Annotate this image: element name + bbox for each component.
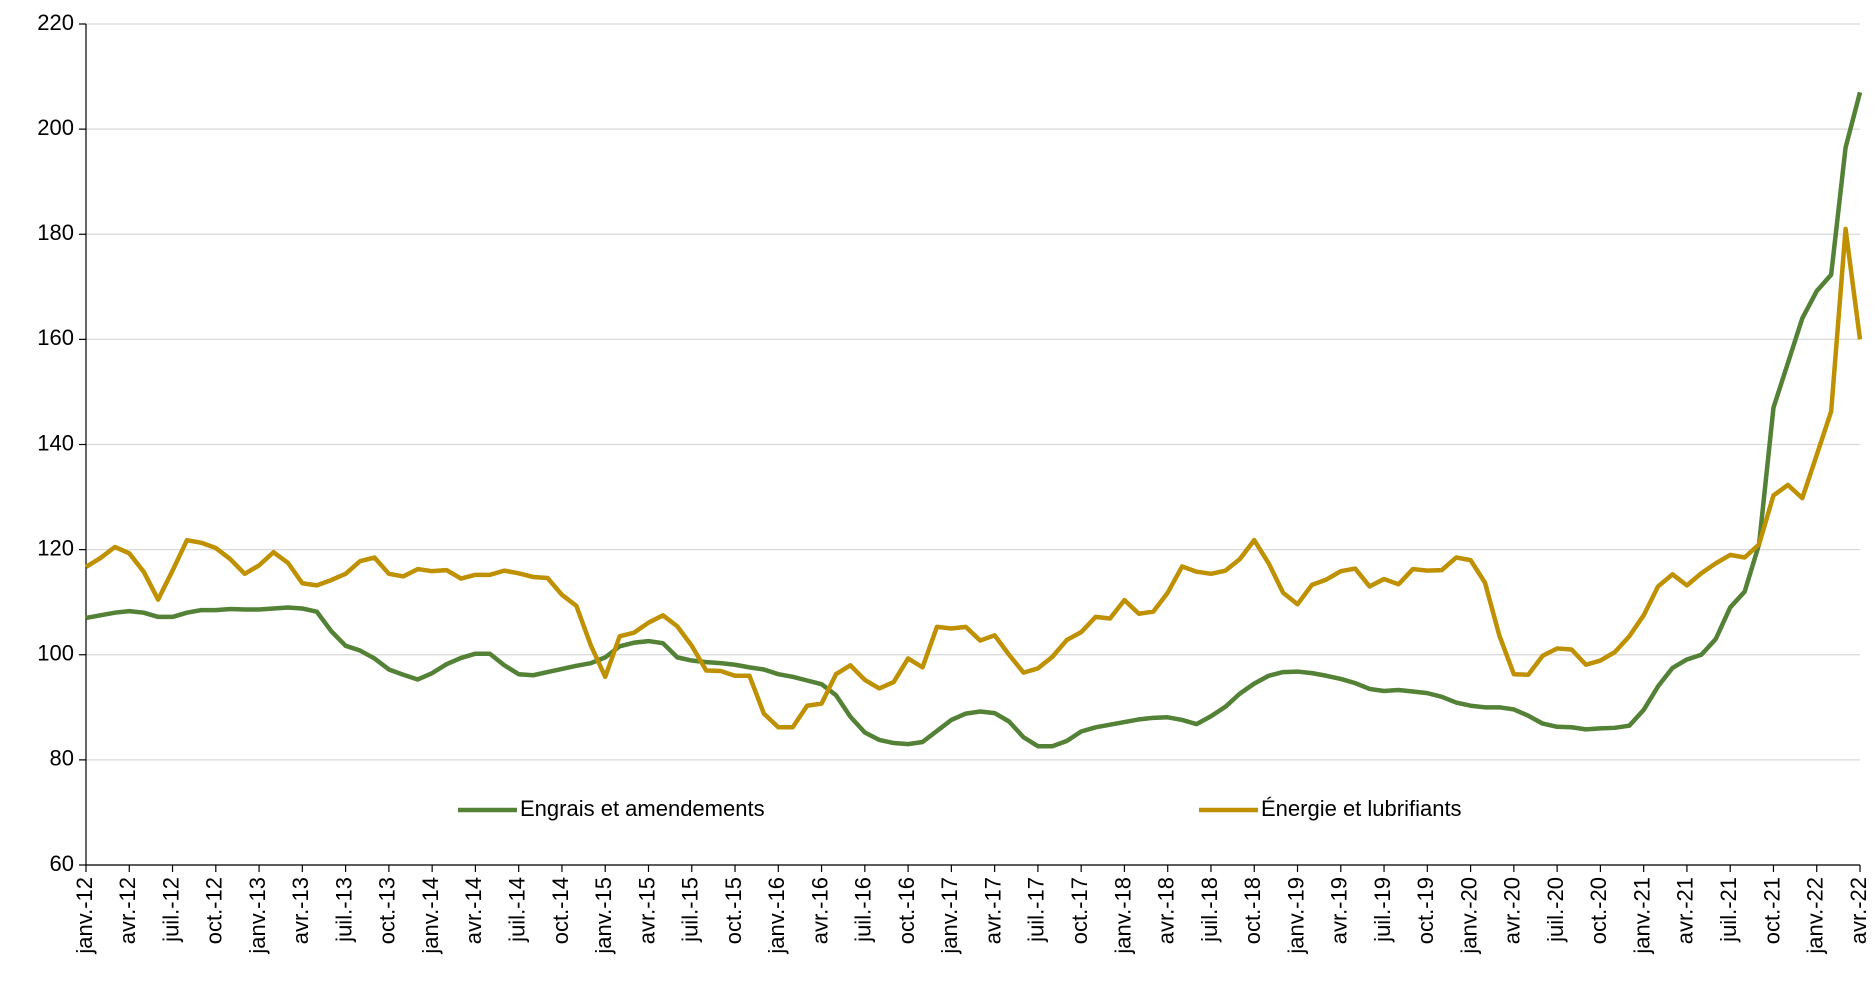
x-tick-label: oct.-17: [1067, 877, 1092, 944]
legend-label: Engrais et amendements: [520, 796, 765, 821]
y-tick-label: 220: [37, 10, 74, 35]
y-tick-label: 120: [37, 535, 74, 560]
x-tick-label: oct.-18: [1240, 877, 1265, 944]
x-tick-label: oct.-15: [721, 877, 746, 944]
x-tick-label: juil.-19: [1370, 877, 1395, 943]
series-line: [84, 226, 1863, 730]
x-tick-label: oct.-13: [375, 877, 400, 944]
x-tick-label: juil.-14: [504, 877, 529, 943]
x-tick-label: oct.-12: [202, 877, 227, 944]
x-tick-label: janv.-15: [591, 877, 616, 955]
y-tick-label: 140: [37, 430, 74, 455]
x-tick-label: juil.-17: [1024, 877, 1049, 943]
x-tick-label: oct.-20: [1586, 877, 1611, 944]
y-tick-label: 180: [37, 220, 74, 245]
x-tick-label: oct.-14: [548, 877, 573, 944]
x-tick-label: janv.-20: [1456, 877, 1481, 955]
x-tick-label: janv.-21: [1629, 877, 1654, 955]
legend-label: Énergie et lubrifiants: [1261, 796, 1462, 821]
x-tick-label: juil.-18: [1197, 877, 1222, 943]
series-line: [85, 91, 1863, 749]
y-tick-label: 80: [50, 746, 74, 771]
y-tick-label: 100: [37, 641, 74, 666]
x-tick-label: janv.-14: [418, 877, 443, 955]
x-tick-label: avr.-15: [634, 877, 659, 944]
y-tick-label: 160: [37, 325, 74, 350]
x-tick-label: juil.-12: [158, 877, 183, 943]
x-tick-label: avr.-12: [115, 877, 140, 944]
x-tick-label: juil.-13: [331, 877, 356, 943]
x-tick-label: oct.-19: [1413, 877, 1438, 944]
x-tick-label: avr.-19: [1327, 877, 1352, 944]
x-tick-label: avr.-16: [807, 877, 832, 944]
x-tick-label: avr.-14: [461, 877, 486, 944]
y-tick-label: 200: [37, 115, 74, 140]
x-tick-label: juil.-21: [1716, 877, 1741, 943]
x-tick-label: janv.-18: [1110, 877, 1135, 955]
x-tick-label: avr.-18: [1154, 877, 1179, 944]
x-tick-label: juil.-15: [678, 877, 703, 943]
x-tick-label: janv.-13: [245, 877, 270, 955]
x-tick-label: avr.-13: [288, 877, 313, 944]
x-tick-label: avr.-22: [1846, 877, 1871, 944]
x-tick-label: oct.-21: [1759, 877, 1784, 944]
x-tick-label: avr.-21: [1673, 877, 1698, 944]
x-tick-label: oct.-16: [894, 877, 919, 944]
x-tick-label: avr.-17: [980, 877, 1005, 944]
x-tick-label: janv.-19: [1283, 877, 1308, 955]
x-tick-label: janv.-16: [764, 877, 789, 955]
x-tick-label: janv.-22: [1803, 877, 1828, 955]
x-tick-label: juil.-20: [1543, 877, 1568, 943]
x-tick-label: avr.-20: [1500, 877, 1525, 944]
x-tick-label: janv.-17: [937, 877, 962, 955]
x-tick-label: janv.-12: [72, 877, 97, 955]
y-tick-label: 60: [50, 851, 74, 876]
x-tick-label: juil.-16: [851, 877, 876, 943]
